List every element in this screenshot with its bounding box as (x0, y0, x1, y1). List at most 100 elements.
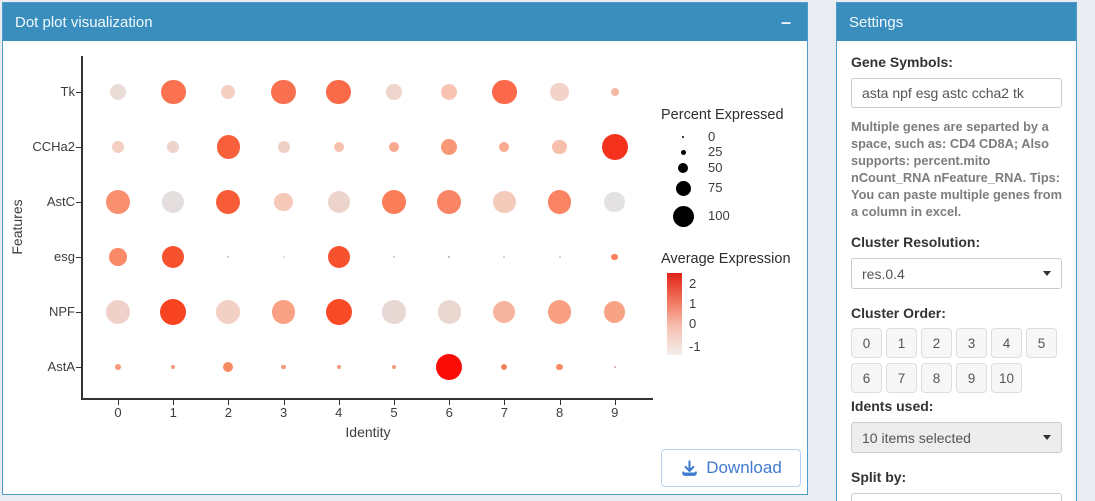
dot (327, 190, 350, 214)
cluster-order-button[interactable]: 3 (956, 328, 987, 358)
dot (499, 142, 510, 152)
dot (277, 140, 290, 154)
x-tick-label: 7 (500, 405, 508, 420)
download-icon (682, 459, 698, 476)
dot (327, 245, 350, 269)
y-tick-label: Tk (60, 84, 75, 99)
dot (613, 366, 616, 368)
cluster-order-label: Cluster Order: (851, 305, 946, 321)
dot (386, 84, 402, 100)
cluster-order-button[interactable]: 6 (851, 363, 882, 393)
split-by-input[interactable] (851, 493, 1062, 501)
settings-panel-header: Settings (837, 3, 1076, 41)
dot (382, 300, 406, 324)
dot (437, 300, 461, 324)
download-button[interactable]: Download (661, 449, 801, 487)
size-legend-label: 0 (708, 129, 716, 144)
cluster-order-buttons: 0 1 2 3 4 5 6 7 8 9 10 (851, 328, 1062, 398)
cluster-order-button[interactable]: 10 (991, 363, 1022, 393)
y-tick-mark (76, 92, 81, 93)
x-axis-title: Identity (345, 424, 391, 440)
dot (325, 299, 352, 325)
cluster-order-button[interactable]: 1 (886, 328, 917, 358)
size-legend-label: 25 (708, 144, 723, 159)
cluster-resolution-value: res.0.4 (862, 265, 905, 282)
dotplot-panel: Dot plot visualization – 0 1 2 3 4 5 6 7 8 9 Tk CC… (2, 2, 808, 495)
dot (503, 256, 506, 258)
cluster-order-button[interactable]: 9 (956, 363, 987, 393)
color-legend-label: 0 (689, 316, 697, 331)
y-axis-title: Features (9, 199, 25, 255)
dot (160, 299, 187, 325)
y-axis-line (81, 56, 83, 399)
dot (601, 134, 628, 160)
dot (272, 300, 296, 324)
cluster-order-button[interactable]: 2 (921, 328, 952, 358)
gene-symbols-input[interactable] (851, 78, 1062, 108)
x-tick-label: 4 (335, 405, 343, 420)
cluster-order-button[interactable]: 4 (991, 328, 1022, 358)
chevron-down-icon (1043, 271, 1051, 276)
cluster-order-button[interactable]: 8 (921, 363, 952, 393)
dot (109, 248, 127, 266)
dot (441, 84, 458, 100)
idents-used-label: Idents used: (851, 398, 934, 414)
dot (611, 253, 619, 261)
dot (167, 140, 180, 154)
size-legend-label: 50 (708, 160, 723, 175)
cluster-order-button[interactable]: 0 (851, 328, 882, 358)
dot (548, 190, 572, 214)
cluster-order-button[interactable]: 7 (886, 363, 917, 393)
dot (105, 299, 131, 325)
dot (604, 191, 626, 213)
dot (281, 364, 286, 370)
size-legend-dot (672, 205, 694, 227)
size-legend-label: 100 (708, 208, 730, 223)
color-legend-label: 2 (689, 276, 697, 291)
dot (162, 245, 185, 269)
dot (162, 190, 185, 214)
dot (493, 190, 516, 214)
x-tick-label: 3 (279, 405, 288, 420)
x-tick-label: 8 (555, 405, 564, 420)
y-tick-label: AstC (46, 194, 75, 209)
cluster-resolution-select[interactable]: res.0.4 (851, 258, 1062, 289)
dot (493, 301, 516, 323)
dot (436, 354, 463, 380)
dot (333, 142, 344, 152)
dot (171, 365, 176, 369)
color-legend-label: 1 (689, 296, 697, 311)
y-tick-mark (76, 367, 81, 368)
gene-symbols-label: Gene Symbols: (851, 54, 953, 70)
dot (216, 135, 240, 159)
dot (105, 189, 131, 215)
idents-used-select[interactable]: 10 items selected (851, 422, 1062, 453)
dot (447, 255, 451, 259)
cluster-order-button[interactable]: 5 (1026, 328, 1057, 358)
settings-body: Gene Symbols: Multiple genes are separte… (837, 41, 1076, 501)
cluster-resolution-label: Cluster Resolution: (851, 234, 981, 250)
x-tick-mark (559, 400, 561, 405)
x-tick-mark (394, 400, 395, 405)
dotplot-panel-title: Dot plot visualization (15, 13, 153, 31)
size-legend-dot (682, 136, 684, 138)
download-label: Download (706, 458, 782, 477)
dot (111, 140, 125, 154)
dot (492, 79, 517, 105)
x-tick-label: 2 (224, 405, 232, 420)
y-tick-mark (76, 202, 81, 203)
split-by-label: Split by: (851, 469, 907, 485)
dot (393, 256, 395, 258)
x-tick-mark (118, 400, 119, 405)
collapse-icon[interactable]: – (780, 12, 791, 32)
idents-used-value: 10 items selected (862, 429, 971, 446)
dot (556, 363, 563, 371)
x-tick-mark (338, 400, 340, 405)
dot (336, 364, 341, 370)
y-tick-mark (76, 312, 81, 313)
dot (114, 363, 122, 371)
dot-plot: 0 1 2 3 4 5 6 7 8 9 Tk CCHa2 AstC esg NPF AstA Identit… (3, 3, 807, 494)
y-tick-mark (76, 147, 81, 148)
x-tick-label: 5 (390, 405, 398, 420)
